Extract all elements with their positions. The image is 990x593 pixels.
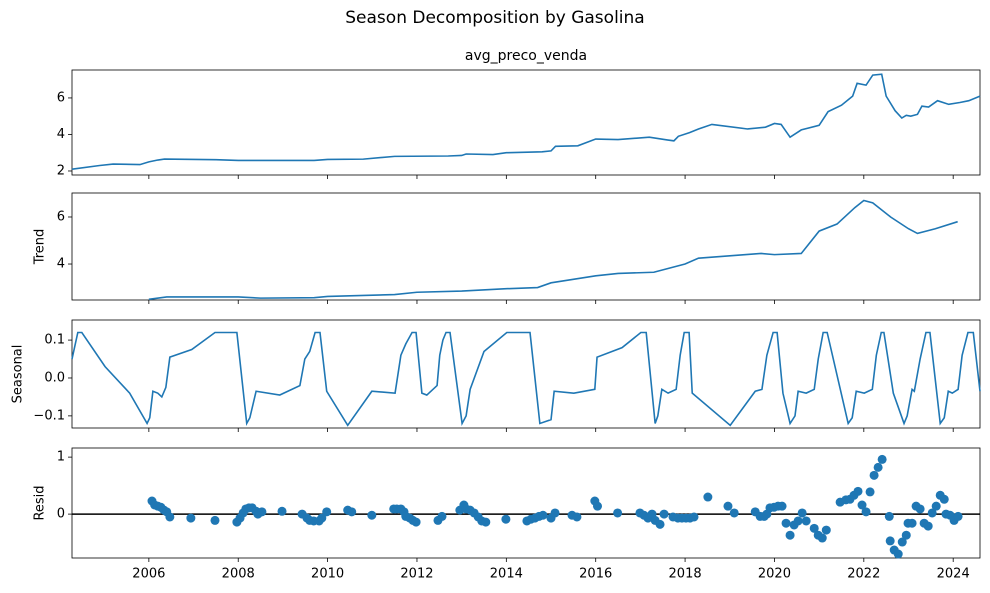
resid-point: [186, 513, 196, 523]
resid-point: [821, 525, 831, 535]
resid-point: [877, 454, 887, 464]
resid-point: [809, 523, 819, 533]
resid-point: [797, 508, 807, 518]
x-tick-label: 2012: [400, 567, 433, 582]
resid-point: [781, 518, 791, 528]
x-tick-label: 2018: [669, 567, 702, 582]
resid-point: [923, 521, 933, 531]
resid-point: [857, 500, 867, 510]
resid-point: [703, 492, 713, 502]
resid-point: [723, 501, 733, 511]
resid-point: [801, 516, 811, 526]
resid-point: [210, 515, 220, 525]
resid-point: [885, 536, 895, 546]
resid-point: [927, 508, 937, 518]
resid-point: [592, 501, 602, 511]
data-line: [148, 199, 958, 301]
x-tick-label: 2024: [937, 567, 970, 582]
resid-point: [884, 511, 894, 521]
resid-point: [437, 511, 447, 521]
resid-point: [317, 513, 327, 523]
x-tick-label: 2022: [847, 567, 880, 582]
resid-point: [777, 501, 787, 511]
resid-point: [572, 512, 582, 522]
y-tick-label: 2: [57, 163, 65, 178]
y-tick-label: 6: [57, 209, 65, 224]
y-tick-label: 4: [57, 257, 65, 272]
resid-point: [931, 501, 941, 511]
data-line: [71, 331, 981, 427]
resid-point: [277, 506, 287, 516]
resid-point: [613, 508, 623, 518]
resid-point: [907, 518, 917, 528]
resid-point: [793, 516, 803, 526]
resid-point: [817, 533, 827, 543]
resid-point: [411, 517, 421, 527]
resid-point: [655, 519, 665, 529]
y-tick-label: 1: [57, 450, 65, 465]
resid-point: [869, 470, 879, 480]
axes-frame: [71, 69, 981, 176]
axes-frame: [71, 319, 981, 429]
y-tick-label: 0: [57, 507, 65, 522]
resid-point: [915, 504, 925, 514]
x-tick-label: 2010: [311, 567, 344, 582]
y-tick-label: 6: [57, 90, 65, 105]
y-axis-label: Trend: [33, 229, 48, 266]
axes-title: avg_preco_venda: [465, 48, 587, 64]
y-tick-label: −0.1: [33, 408, 65, 423]
y-axis-label: Resid: [33, 485, 48, 520]
y-tick-label: 0.1: [44, 333, 65, 348]
resid-point: [659, 509, 669, 519]
resid-point: [785, 530, 795, 540]
resid-point: [481, 517, 491, 527]
resid-point: [939, 494, 949, 504]
resid-point: [901, 530, 911, 540]
x-tick-label: 2014: [490, 567, 523, 582]
resid-point: [865, 487, 875, 497]
figure-title: Season Decomposition by Gasolina: [345, 8, 644, 28]
data-line: [71, 73, 981, 170]
x-tick-label: 2006: [132, 567, 165, 582]
resid-point: [322, 507, 332, 517]
resid-point: [729, 508, 739, 518]
resid-point: [893, 549, 903, 559]
resid-point: [953, 511, 963, 521]
y-axis-label: Seasonal: [11, 345, 26, 404]
resid-point: [165, 512, 175, 522]
axes-frame: [71, 192, 981, 301]
resid-point: [853, 486, 863, 496]
axes-frame: [71, 447, 981, 559]
resid-point: [689, 512, 699, 522]
resid-point: [550, 508, 560, 518]
resid-point: [873, 462, 883, 472]
y-tick-label: 4: [57, 127, 65, 142]
resid-point: [367, 510, 377, 520]
resid-point: [538, 510, 548, 520]
x-tick-label: 2008: [222, 567, 255, 582]
resid-point: [861, 507, 871, 517]
x-tick-label: 2020: [758, 567, 791, 582]
resid-point: [501, 514, 511, 524]
y-tick-label: 0.0: [44, 370, 65, 385]
resid-point: [257, 507, 267, 517]
x-tick-label: 2016: [579, 567, 612, 582]
resid-point: [897, 537, 907, 547]
resid-point: [347, 507, 357, 517]
